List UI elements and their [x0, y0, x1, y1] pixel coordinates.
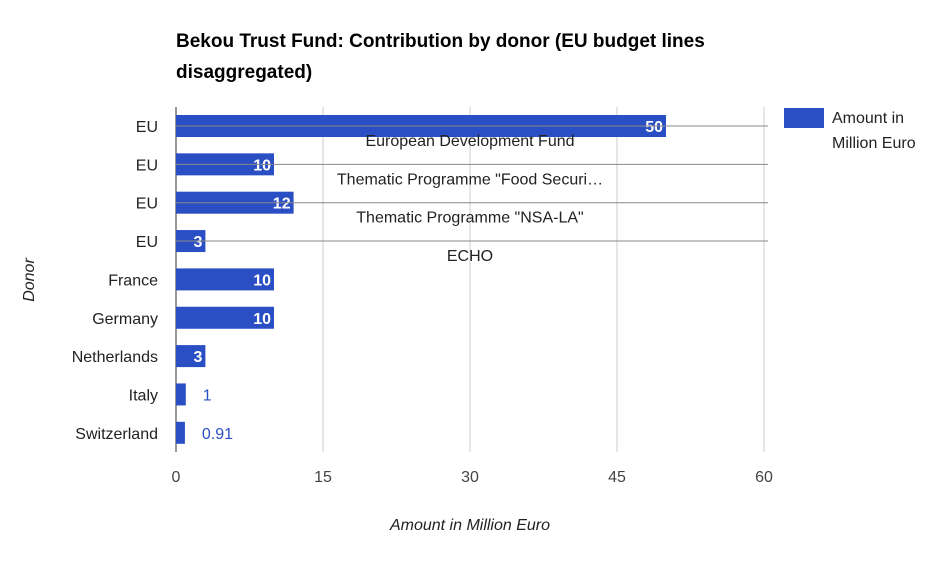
annotation-label: Thematic Programme "Food Securi… — [337, 171, 603, 188]
y-tick-label: Switzerland — [75, 426, 158, 443]
y-tick-label: EU — [136, 157, 158, 174]
x-tick-label: 15 — [314, 469, 332, 486]
legend-swatch — [784, 108, 824, 128]
annotation-label: ECHO — [447, 248, 493, 265]
bar-value-label: 12 — [273, 196, 291, 213]
annotation-label: European Development Fund — [365, 133, 574, 150]
legend: Amount in Million Euro — [784, 106, 932, 156]
y-tick-label: Germany — [92, 311, 158, 328]
y-axis-label: Donor — [21, 258, 38, 302]
bar-value-label: 3 — [193, 234, 202, 251]
x-tick-label: 30 — [461, 469, 479, 486]
bar-value-label: 10 — [253, 157, 271, 174]
bar-value-label: 50 — [645, 119, 663, 136]
bar-value-label: 3 — [193, 349, 202, 366]
y-tick-label: EU — [136, 196, 158, 213]
y-tick-label: EU — [136, 119, 158, 136]
chart-title: Bekou Trust Fund: Contribution by donor … — [176, 31, 705, 83]
x-axis-label: Amount in Million Euro — [389, 517, 550, 534]
bar-value-label: 1 — [203, 387, 212, 404]
x-tick-label: 60 — [755, 469, 773, 486]
y-tick-label: Netherlands — [72, 349, 158, 366]
bar-value-label: 10 — [253, 272, 271, 289]
bar — [176, 345, 206, 368]
y-tick-label: Italy — [129, 387, 158, 404]
legend-label: Amount in Million Euro — [832, 110, 916, 152]
bar — [176, 306, 274, 329]
annotation-label: Thematic Programme "NSA-LA" — [356, 210, 583, 227]
x-tick-label: 45 — [608, 469, 626, 486]
y-tick-label: EU — [136, 234, 158, 251]
y-tick-label: France — [108, 272, 158, 289]
bar-value-label: 0.91 — [202, 426, 233, 443]
x-tick-label: 0 — [172, 469, 181, 486]
bar — [176, 383, 186, 406]
bar — [176, 268, 274, 291]
bar — [176, 421, 185, 444]
bar-value-label: 10 — [253, 311, 271, 328]
